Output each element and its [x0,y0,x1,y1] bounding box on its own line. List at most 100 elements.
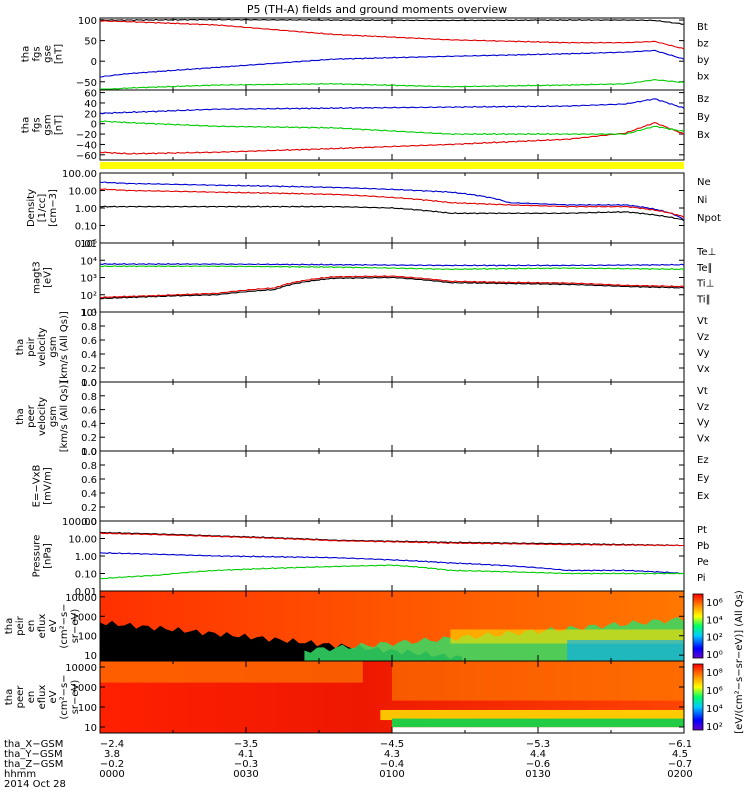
y-axis-label-line: [mV/m] [43,467,54,505]
y-axis-label-line: peer [26,404,37,428]
y-tick-label: 10000 [65,663,97,674]
y-axis-label: thapeervelocitygsm[km/s (All Qs)] [15,381,70,453]
position-row-label: tha_X−GSM [4,739,63,750]
legend-by: by [697,55,709,66]
panel-temperature: 10⁵ 10⁴ 10³ 10² 10¹ magt3[eV] Te⊥ Te∥ Ti⊥ Ti∥ [32,239,717,319]
y-axis-label-line: gsm [48,336,59,357]
y-axis-label-line: gsm [48,406,59,427]
legend-Bt: Bt [697,22,708,33]
y-tick-label: 0.10 [75,222,97,233]
legend-Ey: Ey [697,473,709,484]
y-tick-label: 0.0 [81,447,97,458]
panel-peir_spectrogram: 10000100010010thapeirenefluxeV(cm²−s−sr−… [4,590,685,662]
y-axis-label-line: magt3 [32,261,43,294]
y-tick-label: 0.4 [81,489,97,500]
series-Bt [99,18,685,25]
colorbar-tick-label: 10⁴ [706,704,723,715]
y-axis-label-line: sr−eV) [70,680,81,715]
y-tick-label: 10³ [80,274,97,285]
y-axis-label: Pressure[nPa] [32,535,54,578]
panel-frame [99,17,685,91]
legend-bz: bz [697,39,709,50]
colorbar-tick-label: 10² [706,633,723,644]
y-tick-label: 0.2 [81,503,97,514]
position-value: −5.3 [526,739,550,750]
series-Pi [99,551,685,575]
y-tick-label: 10.00 [68,187,97,198]
colorbar-tick-label: 10⁶ [706,686,723,697]
position-value: −0.3 [234,759,258,770]
position-value: −2.4 [100,739,124,750]
spectrogram-orange-band [100,661,363,683]
position-value: 3.8 [104,749,120,760]
y-tick-label: 40 [84,99,97,110]
y-axis-label-line: [nT] [54,44,65,64]
colorbar-label: [eV/(cm²−s−sr−eV)] (All Qs) [734,590,745,734]
series-bz [99,20,685,50]
position-value: 0200 [667,769,692,780]
position-value: −0.6 [526,759,550,770]
position-value: 0030 [233,769,258,780]
colorbar-tick-label: 10⁰ [706,650,723,661]
y-tick-label: 10⁴ [80,256,97,267]
position-value: 4.5 [672,749,688,760]
y-tick-label: 0.6 [81,475,97,486]
y-tick-label: −20 [76,130,97,141]
panel-peer_velocity: 1.0 0.8 0.6 0.4 0.2 0.0 thapeervelocitygsm[km/… [15,378,710,458]
y-axis-label-line: [cm−3] [48,189,59,227]
y-tick-label: 0.8 [81,322,97,333]
panel-fgs_gse: 100 50 0 −50 thafgsgse[nT] Bt bz by bx [21,16,709,91]
y-tick-label: 100.00 [62,517,97,528]
y-tick-label: −40 [76,140,97,151]
y-axis-label: thapeerenefluxeV(cm²−s−sr−eV) [4,674,81,719]
y-axis-label: thafgsgsm[nT] [21,114,65,135]
y-axis-label: thapeirvelocitygsm[km/s (All Qs)] [15,311,70,383]
y-axis-label-line: gsm [43,114,54,135]
legend-bx: bx [697,72,709,83]
y-axis-label-line: fgs [32,46,43,61]
legend-Vx: Vx [697,433,710,444]
position-value: 0000 [99,769,124,780]
y-tick-label: 1.0 [81,447,97,458]
y-tick-label: 100 [78,703,97,714]
y-axis-label-line: en [26,620,37,633]
y-tick-label: 0.0 [81,378,97,389]
y-axis-label-line: tha [21,46,32,62]
y-axis-label: E=−VxB[mV/m] [32,465,54,508]
y-axis-label-line: tha [15,408,26,424]
panel-density: 100.00 10.00 1.00 0.10 0.01 Density[1/cc][cm−… [26,169,721,250]
y-axis-label-line: eV [48,690,59,703]
y-axis-label-line: fgs [32,117,43,132]
y-tick-label: 1.00 [75,204,97,215]
y-tick-label: 10² [80,291,97,302]
position-row-label: hhmm [4,769,36,780]
series-Ne [99,188,685,219]
y-tick-label: 1.0 [81,308,97,319]
y-tick-label: 0.6 [81,336,97,347]
y-axis-label-line: gse [43,45,54,63]
colorbar-tick-label: 10⁴ [706,615,723,626]
legend-Bz: Bz [697,94,709,105]
y-tick-label: 0.10 [75,570,97,581]
y-tick-label: 0.4 [81,419,97,430]
y-axis-label: thapeirenefluxeV(cm²−s−sr−eV) [4,603,81,648]
y-axis-label: magt3[eV] [32,261,54,294]
legend-By: By [697,112,710,123]
y-tick-label: 10.00 [68,535,97,546]
panel-frame [99,381,685,452]
colorbar-tick-label: 10⁶ [706,598,723,609]
y-axis-label: thafgsgse[nT] [21,44,65,64]
y-axis-label-line: peir [15,615,26,635]
colorbar [692,663,704,731]
y-axis-label-line: en [26,691,37,704]
legend-Ti⊥: Ti⊥ [696,279,714,290]
y-axis-label-line: Pressure [32,535,43,578]
yellow-status-bar [100,162,684,169]
y-tick-label: 0.4 [81,350,97,361]
y-axis-label-line: velocity [37,397,48,436]
legend-Ni: Ni [697,195,707,206]
panel-frame [99,311,685,383]
series-Bz [99,122,685,155]
series-Pb [99,532,684,547]
